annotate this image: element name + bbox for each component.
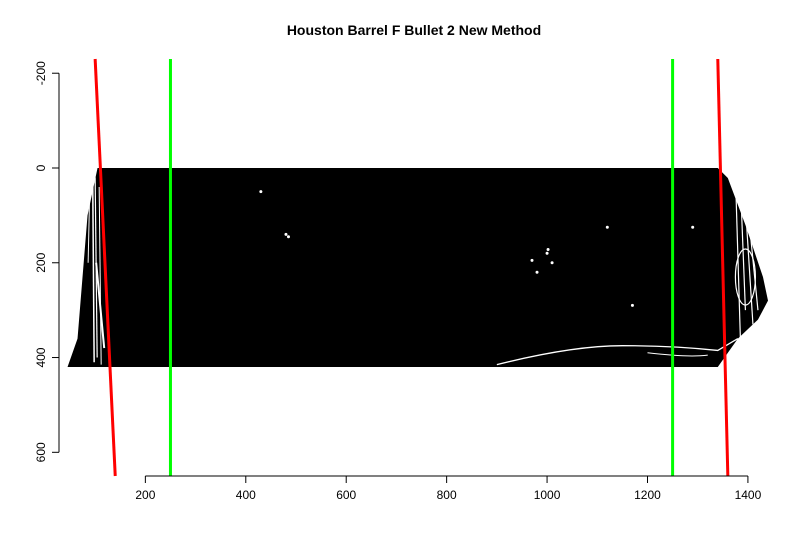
surface-speckle	[546, 247, 550, 251]
chart-lines	[93, 58, 730, 477]
scan-surface	[67, 167, 768, 368]
surface-loop	[734, 248, 757, 306]
x-tick-label: 600	[336, 488, 356, 502]
surface-speckle	[691, 225, 695, 229]
surface-damage-line	[647, 352, 708, 357]
x-tick-label: 1200	[634, 488, 661, 502]
surface-speckle	[535, 270, 539, 274]
y-axis: -200 0 200 400 600	[34, 61, 60, 462]
surface-streak	[744, 205, 754, 325]
x-tick-label: 800	[437, 488, 457, 502]
surface-streak	[739, 182, 747, 311]
x-axis: 200 400 600 800 1000 1200 1400	[135, 475, 762, 502]
surface-speckle	[605, 225, 609, 229]
surface-streak	[91, 170, 95, 363]
red-boundary-line	[716, 58, 730, 477]
surface-speckle	[550, 261, 554, 265]
surface-speckle	[630, 303, 634, 307]
surface-speckle	[545, 251, 549, 255]
red-boundary-line	[93, 58, 117, 477]
x-tick-label: 1400	[735, 488, 762, 502]
surface-damage-line	[496, 338, 739, 366]
surface-speckle	[530, 258, 534, 262]
y-tick-label: 0	[34, 164, 48, 171]
x-tick-label: 200	[135, 488, 155, 502]
surface-streak	[95, 262, 106, 349]
y-tick-label: 400	[34, 347, 48, 367]
surface-speckle	[284, 232, 288, 236]
surface-speckle	[259, 190, 263, 194]
surface-streak	[749, 234, 759, 311]
surface-streak	[98, 186, 102, 365]
surface-streak	[87, 172, 91, 263]
surface-streak	[734, 172, 741, 339]
y-tick-label: 600	[34, 442, 48, 462]
x-tick-label: 400	[236, 488, 256, 502]
surface-speckle	[286, 235, 290, 239]
y-tick-label: -200	[34, 61, 48, 85]
x-tick-label: 1000	[534, 488, 561, 502]
chart-title: Houston Barrel F Bullet 2 New Method	[287, 22, 541, 38]
chart-image-region	[67, 167, 768, 368]
y-tick-label: 200	[34, 252, 48, 272]
